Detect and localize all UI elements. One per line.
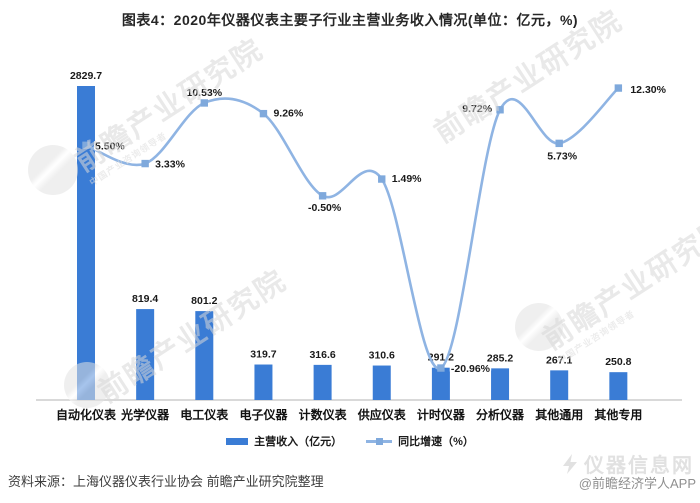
legend-item-growth: 同比增速（%）: [366, 433, 474, 449]
category-label: 光学仪器: [120, 407, 170, 422]
line-marker: [437, 364, 445, 372]
category-label: 其他通用: [535, 407, 583, 422]
bar: [550, 370, 569, 400]
growth-line: [85, 87, 620, 370]
bar-swatch-icon: [226, 437, 249, 445]
bar-value-label: 285.2: [487, 352, 513, 364]
bar-value-label: 319.7: [250, 349, 276, 361]
line-swatch-icon: [366, 437, 393, 446]
legend-item-revenue: 主营收入（亿元）: [226, 433, 342, 449]
source-note: 资料来源：上海仪器仪表行业协会 前瞻产业研究院整理: [8, 474, 324, 489]
line-marker: [555, 139, 563, 148]
line-value-label: 9.72%: [462, 103, 492, 115]
line-marker: [82, 141, 90, 150]
bar: [254, 364, 273, 400]
line-marker: [318, 192, 327, 200]
bar-value-label: 267.1: [546, 354, 572, 366]
line-value-label: 9.26%: [273, 108, 303, 120]
credit-note: @前瞻经济学人APP: [578, 476, 696, 491]
legend-label-growth: 同比增速（%）: [398, 436, 474, 448]
line-value-label: 3.33%: [155, 159, 185, 171]
bar: [491, 368, 510, 400]
line-value-label: 10.53%: [186, 87, 222, 99]
line-value-label: -20.96%: [451, 363, 491, 375]
line-value-label: 1.49%: [392, 173, 422, 185]
category-label: 计时仪器: [417, 407, 466, 422]
line-value-label: 5.50%: [95, 140, 125, 152]
line-value-label: -0.50%: [308, 202, 342, 214]
category-label: 其他专用: [594, 407, 642, 422]
line-marker: [496, 106, 504, 114]
bar: [195, 311, 214, 400]
bar: [372, 365, 391, 400]
line-marker: [141, 159, 149, 168]
category-label: 计数仪表: [299, 407, 348, 422]
category-label: 电子仪器: [239, 407, 288, 422]
line-marker: [378, 175, 386, 183]
bar: [77, 86, 95, 400]
bar-value-label: 801.2: [191, 295, 217, 307]
line-marker: [614, 84, 623, 92]
bar-value-label: 250.8: [605, 356, 631, 368]
bar: [609, 372, 628, 400]
line-value-label: 12.30%: [630, 84, 666, 96]
line-value-label: 5.73%: [547, 150, 577, 162]
line-marker: [259, 109, 268, 118]
line-marker: [200, 99, 208, 107]
category-label: 分析仪器: [476, 407, 525, 422]
bar-value-label: 316.6: [309, 349, 335, 361]
category-label: 电工仪表: [180, 407, 229, 422]
chart-title: 图表4：2020年仪器仪表主要子行业主营业务收入情况(单位：亿元，%): [121, 12, 579, 28]
bar-value-label: 310.6: [369, 350, 395, 362]
legend: 主营收入（亿元） 同比增速（%）: [0, 433, 700, 449]
bar: [313, 364, 332, 400]
category-label: 供应仪表: [357, 407, 407, 422]
bar: [136, 309, 155, 400]
category-label: 自动化仪表: [56, 407, 117, 422]
bar: [431, 367, 450, 400]
legend-label-revenue: 主营收入（亿元）: [254, 436, 343, 448]
bar-value-label: 2829.7: [70, 70, 102, 82]
bar-value-label: 819.4: [132, 293, 158, 305]
